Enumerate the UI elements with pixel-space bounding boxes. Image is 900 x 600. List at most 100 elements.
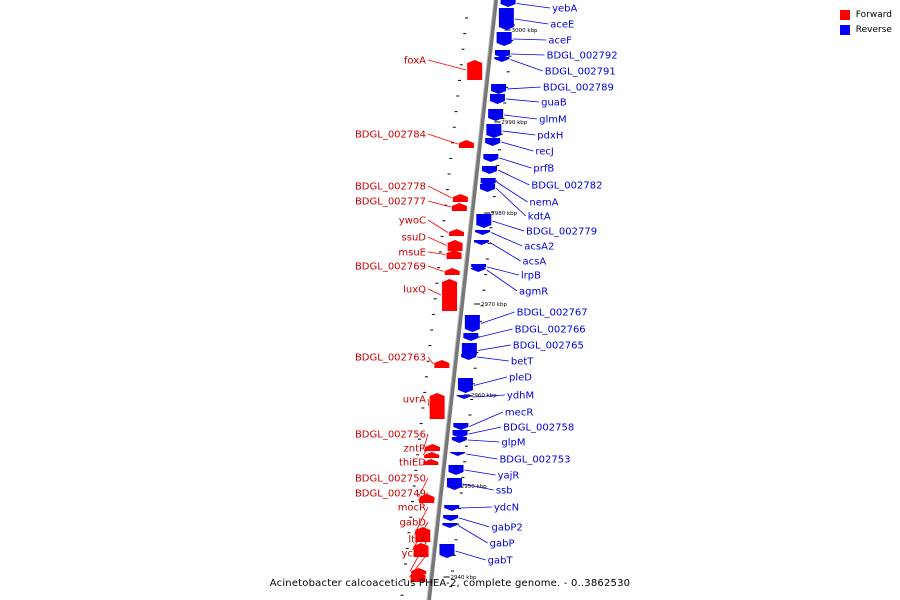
reverse-gene-label-nema[interactable]: nemA [529,198,558,209]
reverse-gene-feature [443,515,459,521]
legend: Forward Reverse [839,9,892,39]
forward-gene-label-bdgl-002763[interactable]: BDGL_002763 [355,353,426,364]
reverse-gene-label-bdgl-002767[interactable]: BDGL_002767 [517,308,588,319]
reverse-connector [512,38,547,41]
reverse-gene-feature [457,378,473,393]
forward-gene-feature [446,250,462,259]
reverse-connector [462,483,494,491]
reverse-gene-feature [452,430,468,438]
forward-connector [418,477,429,498]
reverse-connector [497,169,530,186]
forward-connector [409,538,429,572]
forward-gene-label-luxq[interactable]: luxQ [403,285,426,296]
forward-gene-label-bdgl-002749[interactable]: BDGL_002749 [355,489,426,500]
reverse-gene-label-bett[interactable]: betT [511,357,534,368]
forward-gene-label-bdgl-002750[interactable]: BDGL_002750 [355,474,426,485]
reverse-gene-label-agmr[interactable]: agmR [519,287,548,298]
reverse-gene-label-bdgl-002753[interactable]: BDGL_002753 [499,455,570,466]
forward-gene-label-bdgl-002778[interactable]: BDGL_002778 [355,182,426,193]
reverse-connector [501,141,534,152]
reverse-gene-label-acsa2[interactable]: acsA2 [524,242,554,253]
forward-connector [423,433,429,448]
gene-labels: foxA BDGL_002784 BDGL_002778 BDGL_002777ywo… [355,3,618,578]
reverse-connector [492,220,525,232]
forward-gene-feature [458,140,474,148]
forward-gene-feature [419,497,435,503]
forward-gene-label-zntr[interactable]: zntR [404,444,427,455]
reverse-connector [480,311,515,324]
reverse-connector [514,18,549,25]
forward-gene-label-thied[interactable]: thiED [399,458,426,469]
reverse-gene-label-yajr[interactable]: yajR [498,471,520,482]
forward-gene-label-bdgl-002784[interactable]: BDGL_002784 [355,130,426,141]
reverse-gene-label-mecr[interactable]: mecR [505,408,533,419]
reverse-gene-label-yeba[interactable]: yebA [552,4,577,15]
reverse-gene-label-kdta[interactable]: kdtA [528,212,551,223]
forward-gene-label-msue[interactable]: msuE [398,248,426,259]
reverse-gene-label-gabp[interactable]: gabP [490,539,515,550]
reverse-gene-label-bdgl-002765[interactable]: BDGL_002765 [513,341,584,352]
forward-connector [427,185,453,199]
reverse-gene-label-acee[interactable]: aceE [550,20,574,31]
tick-label: 2990 kbp [501,120,527,126]
reverse-gene-label-pled[interactable]: pleD [509,373,532,384]
reverse-gene-feature [450,452,466,456]
reverse-gene-label-ydhm[interactable]: ydhM [507,391,534,402]
reverse-gene-feature [486,124,502,138]
forward-gene-label-bdgl-002756[interactable]: BDGL_002756 [355,430,426,441]
forward-gene-feature [442,279,458,311]
forward-gene-label-mocr[interactable]: mocR [398,503,426,514]
reverse-gene-label-prfb[interactable]: prfB [533,164,554,175]
reverse-connector [504,114,538,120]
reverse-connector [479,328,513,338]
reverse-gene-feature [448,465,464,475]
reverse-gene-label-glmm[interactable]: glmM [539,115,567,126]
forward-gene-label-ltra[interactable]: ltrA [408,535,426,546]
reverse-gene-feature [446,478,462,490]
reverse-gene-label-lrpb[interactable]: lrpB [521,271,541,282]
reverse-connector [473,376,508,386]
forward-gene-feature [423,459,439,465]
reverse-gene-label-glpm[interactable]: glpM [501,438,525,449]
reverse-gene-label-guab[interactable]: guaB [541,98,567,109]
reverse-gene-label-bdgl-002789[interactable]: BDGL_002789 [543,83,614,94]
reverse-gene-label-ydcn[interactable]: ydcN [494,503,519,514]
reverse-gene-label-acef[interactable]: aceF [548,36,572,47]
reverse-connector [455,550,486,561]
forward-gene-label-ssud[interactable]: ssuD [402,233,427,244]
reverse-connector [507,86,541,90]
forward-gene-label-uvra[interactable]: uvrA [403,395,426,406]
reverse-gene-label-bdgl-002779[interactable]: BDGL_002779 [526,227,597,238]
reverse-gene-label-bdgl-002758[interactable]: BDGL_002758 [503,423,574,434]
reverse-gene-feature [456,395,472,399]
forward-gene-label-bdgl-002769[interactable]: BDGL_002769 [355,262,426,273]
reverse-gene-label-acsa[interactable]: acsA [523,257,547,268]
reverse-gene-label-gabp2[interactable]: gabP2 [492,523,523,534]
forward-gene-label-foxa[interactable]: foxA [404,56,426,67]
forward-gene-label-ywoc[interactable]: ywoC [399,216,426,227]
forward-gene-label-gabd[interactable]: gabD [399,518,426,529]
reverse-connector [505,98,540,103]
reverse-gene-label-pdxh[interactable]: pdxH [537,131,563,142]
reverse-connector [510,53,545,56]
reverse-gene-label-bdgl-002792[interactable]: BDGL_002792 [547,51,618,62]
reverse-features [439,0,516,558]
forward-connector [427,356,434,365]
reverse-connector [489,242,521,262]
reverse-gene-label-bdgl-002791[interactable]: BDGL_002791 [545,67,616,78]
forward-connector [427,219,449,233]
reverse-connector [502,130,536,136]
reverse-connector [460,506,492,509]
forward-gene-label-bdgl-002777[interactable]: BDGL_002777 [355,197,426,208]
forward-connector [427,133,459,145]
reverse-connector [496,181,528,203]
forward-swatch [839,10,850,20]
reverse-gene-label-bdgl-002766[interactable]: BDGL_002766 [515,325,586,336]
reverse-gene-label-recj[interactable]: recJ [535,147,554,158]
forward-gene-label-ycac[interactable]: ycaC [401,549,426,560]
reverse-gene-label-ssb[interactable]: ssb [496,486,513,497]
reverse-gene-label-gabt[interactable]: gabT [488,556,514,567]
reverse-gene-feature [494,50,510,58]
reverse-gene-label-bdgl-002782[interactable]: BDGL_002782 [531,181,602,192]
reverse-connector [464,469,496,476]
